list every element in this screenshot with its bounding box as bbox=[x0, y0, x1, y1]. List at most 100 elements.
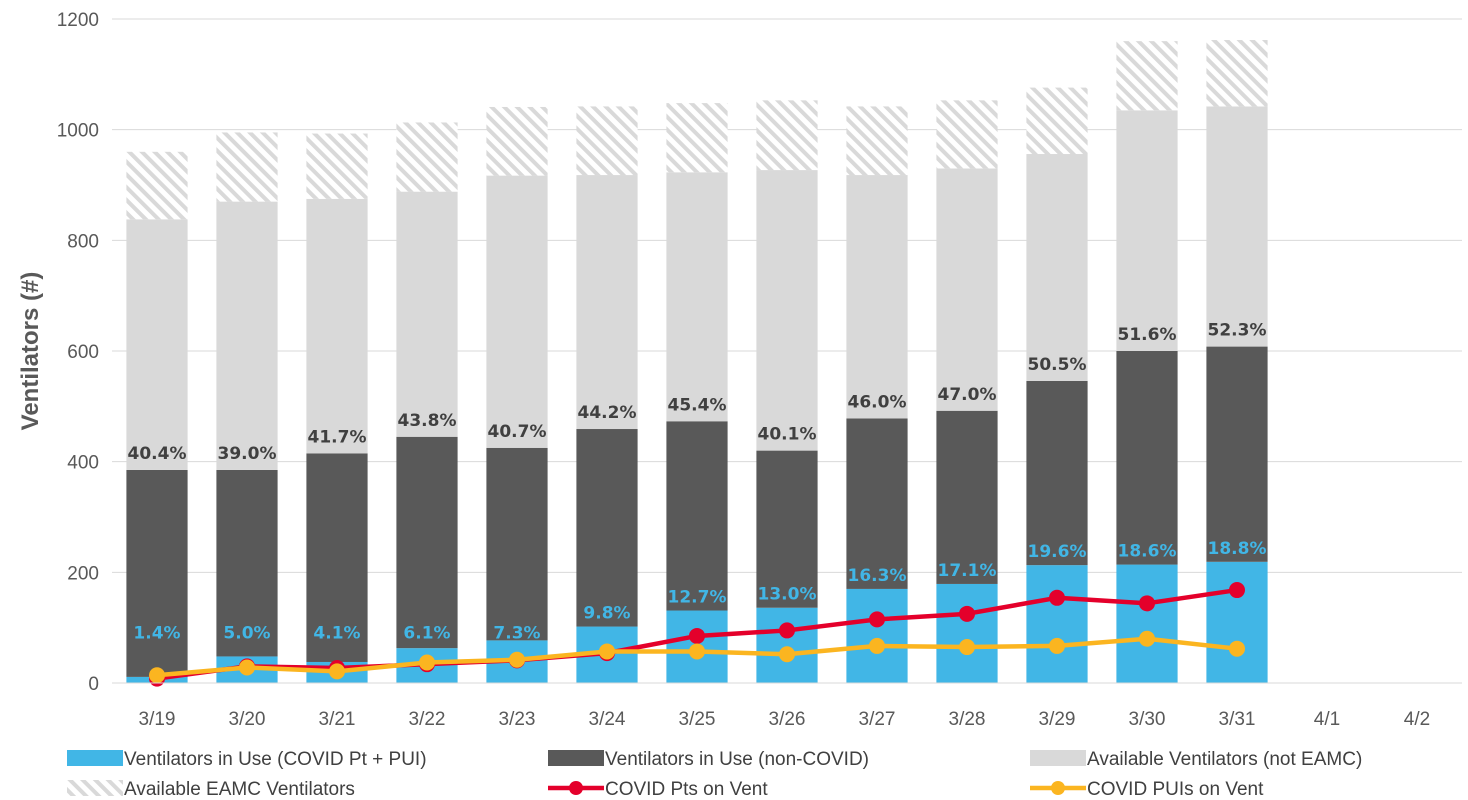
line-2-point bbox=[959, 639, 975, 656]
legend-label: Available Ventilators (not EAMC) bbox=[1087, 749, 1362, 770]
bar-segment-4 bbox=[216, 132, 278, 202]
line-2-point bbox=[509, 651, 525, 668]
in-use-percent-label: 39.0% bbox=[218, 444, 277, 464]
bar-segment-3 bbox=[1116, 110, 1178, 351]
y-tick-label: 600 bbox=[67, 342, 99, 363]
legend-label: COVID Pts on Vent bbox=[605, 779, 768, 800]
in-use-percent-label: 43.8% bbox=[398, 411, 457, 431]
x-tick-label: 3/27 bbox=[859, 709, 896, 730]
bar-segment-2 bbox=[846, 418, 908, 589]
covid-percent-label: 12.7% bbox=[668, 588, 727, 608]
covid-percent-label: 18.8% bbox=[1208, 539, 1267, 559]
covid-percent-label: 18.6% bbox=[1118, 542, 1177, 562]
legend-item-5: COVID Pts on Vent bbox=[548, 779, 768, 800]
line-2-point bbox=[239, 659, 255, 676]
line-2-point bbox=[1139, 630, 1155, 647]
bar-segment-4 bbox=[126, 151, 188, 220]
bar-segment-3 bbox=[396, 191, 458, 437]
y-tick-label: 200 bbox=[67, 563, 99, 584]
covid-percent-label: 9.8% bbox=[583, 604, 630, 624]
y-tick-label: 800 bbox=[67, 231, 99, 252]
legend: Ventilators in Use (COVID Pt + PUI) Venti… bbox=[67, 749, 1362, 800]
bar-segment-2 bbox=[666, 421, 728, 611]
bar-segment-2 bbox=[126, 469, 188, 677]
bar-segment-2 bbox=[216, 469, 278, 657]
bar-segment-4 bbox=[1116, 41, 1178, 111]
line-1-point bbox=[959, 605, 975, 622]
bar-segment-3 bbox=[126, 219, 188, 470]
covid-percent-label: 1.4% bbox=[133, 624, 180, 644]
legend-label: COVID PUIs on Vent bbox=[1087, 779, 1264, 800]
legend-item-6: COVID PUIs on Vent bbox=[1030, 779, 1264, 800]
in-use-percent-label: 51.6% bbox=[1118, 325, 1177, 345]
bar-segment-4 bbox=[756, 100, 818, 171]
line-2-point bbox=[779, 646, 795, 663]
covid-percent-label: 7.3% bbox=[493, 624, 540, 644]
x-tick-label: 3/22 bbox=[409, 709, 446, 730]
y-tick-label: 400 bbox=[67, 453, 99, 474]
bar-segment-2 bbox=[1026, 380, 1088, 566]
x-tick-label: 3/24 bbox=[589, 709, 626, 730]
bar-segment-3 bbox=[216, 201, 278, 470]
bar-segment-4 bbox=[576, 106, 638, 176]
in-use-percent-label: 41.7% bbox=[308, 427, 367, 447]
bar-segment-3 bbox=[306, 198, 368, 454]
bar-segment-1 bbox=[936, 583, 998, 683]
bar-segment-1 bbox=[846, 588, 908, 683]
in-use-percent-label: 40.1% bbox=[758, 425, 817, 445]
line-1-point bbox=[1139, 595, 1155, 612]
y-axis-label: Ventilators (#) bbox=[17, 272, 44, 431]
bar-segment-3 bbox=[936, 168, 998, 411]
covid-percent-label: 6.1% bbox=[403, 624, 450, 644]
x-tick-label: 3/28 bbox=[949, 709, 986, 730]
bar-segment-2 bbox=[756, 450, 818, 608]
y-tick-label: 1200 bbox=[57, 10, 99, 31]
line-series bbox=[149, 582, 1245, 687]
in-use-percent-label: 52.3% bbox=[1208, 321, 1267, 341]
line-1-point bbox=[1049, 589, 1065, 606]
line-2-point bbox=[329, 663, 345, 680]
line-1-point bbox=[779, 622, 795, 639]
x-tick-label: 3/25 bbox=[679, 709, 716, 730]
bar-segment-4 bbox=[666, 103, 728, 173]
line-2-point bbox=[149, 667, 165, 684]
legend-label: Available EAMC Ventilators bbox=[124, 779, 355, 800]
x-tick-label: 4/2 bbox=[1404, 709, 1430, 730]
covid-percent-label: 4.1% bbox=[313, 624, 360, 644]
bar-segment-4 bbox=[1026, 87, 1088, 155]
bar-segment-3 bbox=[486, 175, 548, 448]
bar-segment-2 bbox=[486, 447, 548, 641]
legend-label: Ventilators in Use (COVID Pt + PUI) bbox=[124, 749, 427, 770]
x-tick-label: 3/23 bbox=[499, 709, 536, 730]
in-use-percent-label: 45.4% bbox=[668, 395, 727, 415]
legend-swatch bbox=[548, 750, 604, 766]
line-1-point bbox=[1229, 582, 1245, 599]
bar-segment-2 bbox=[1116, 351, 1178, 565]
bar-segment-2 bbox=[396, 436, 458, 649]
bar-segment-4 bbox=[306, 133, 368, 199]
bar-segment-2 bbox=[1206, 346, 1268, 562]
y-tick-label: 1000 bbox=[57, 121, 99, 142]
x-tick-label: 3/19 bbox=[139, 709, 176, 730]
in-use-percent-label: 46.0% bbox=[848, 393, 907, 413]
line-2-point bbox=[1049, 637, 1065, 654]
bar-segment-1 bbox=[1206, 561, 1268, 683]
covid-percent-label: 17.1% bbox=[938, 561, 997, 581]
bar-segment-3 bbox=[1206, 106, 1268, 347]
line-2-point bbox=[869, 637, 885, 654]
in-use-percent-label: 44.2% bbox=[578, 403, 637, 423]
legend-item-1: Ventilators in Use (COVID Pt + PUI) bbox=[67, 749, 427, 770]
bar-segment-1 bbox=[1116, 564, 1178, 683]
x-tick-label: 3/21 bbox=[319, 709, 356, 730]
x-tick-label: 3/29 bbox=[1039, 709, 1076, 730]
in-use-percent-label: 47.0% bbox=[938, 385, 997, 405]
line-1-point bbox=[869, 611, 885, 628]
bar-segment-3 bbox=[1026, 154, 1088, 381]
data-labels: 40.4% 1.4% 39.0% 5.0% 41.7% 4.1% 43.8% 6.1% 40.7… bbox=[128, 321, 1267, 644]
legend-marker bbox=[569, 781, 583, 795]
legend-swatch bbox=[1030, 750, 1086, 766]
line-2-point bbox=[599, 643, 615, 660]
bar-segment-4 bbox=[1206, 40, 1268, 107]
legend-item-2: Ventilators in Use (non-COVID) bbox=[548, 749, 869, 770]
line-2-point bbox=[689, 643, 705, 660]
